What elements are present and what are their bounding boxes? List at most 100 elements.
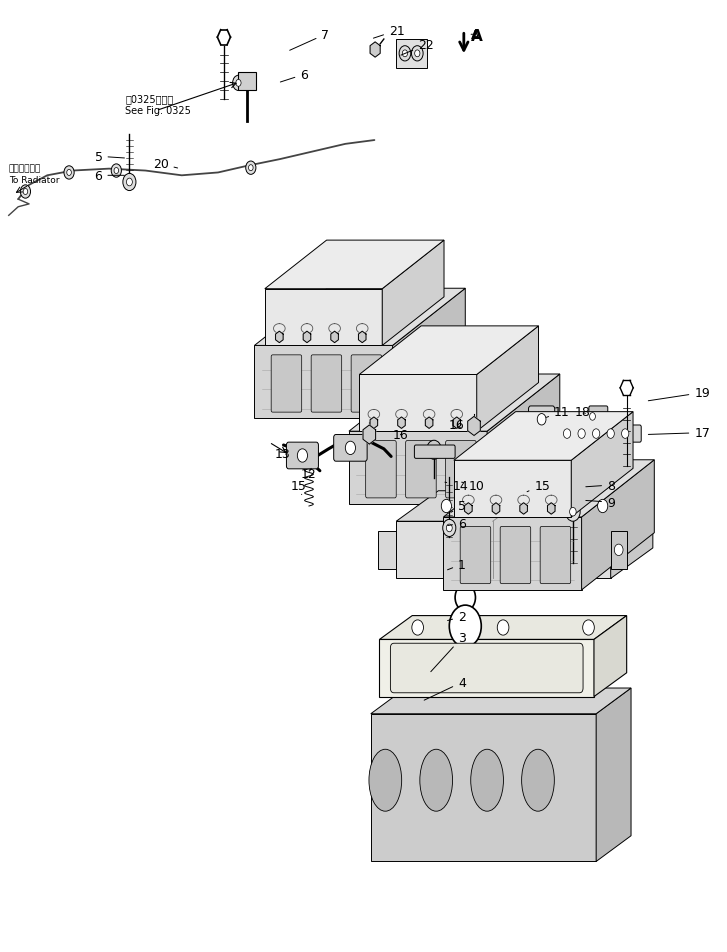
- Polygon shape: [453, 418, 460, 429]
- Circle shape: [449, 605, 481, 647]
- Circle shape: [614, 545, 623, 556]
- Text: 9: 9: [586, 496, 615, 509]
- Text: 17: 17: [648, 426, 710, 440]
- Text: 10: 10: [462, 479, 485, 492]
- Polygon shape: [465, 504, 472, 515]
- Text: A: A: [471, 29, 480, 42]
- Polygon shape: [265, 241, 444, 289]
- Text: 15: 15: [527, 479, 550, 492]
- FancyBboxPatch shape: [396, 40, 427, 69]
- Text: 5: 5: [95, 150, 124, 164]
- Circle shape: [411, 621, 423, 636]
- Ellipse shape: [471, 749, 503, 811]
- Polygon shape: [596, 688, 631, 862]
- Polygon shape: [363, 426, 376, 445]
- Polygon shape: [547, 504, 555, 515]
- Polygon shape: [582, 460, 654, 590]
- Circle shape: [622, 429, 629, 439]
- FancyBboxPatch shape: [406, 441, 436, 499]
- FancyBboxPatch shape: [311, 355, 342, 413]
- Polygon shape: [349, 431, 487, 505]
- Text: 7: 7: [289, 29, 329, 51]
- Polygon shape: [370, 418, 377, 429]
- Polygon shape: [611, 491, 653, 579]
- FancyBboxPatch shape: [446, 441, 476, 499]
- Circle shape: [123, 174, 136, 191]
- Polygon shape: [396, 491, 653, 522]
- Text: 6: 6: [448, 517, 466, 530]
- Circle shape: [578, 429, 585, 439]
- Text: 15: 15: [291, 479, 307, 495]
- Polygon shape: [443, 518, 582, 590]
- FancyBboxPatch shape: [414, 446, 455, 459]
- Circle shape: [402, 50, 408, 58]
- FancyBboxPatch shape: [366, 441, 396, 499]
- Text: 5: 5: [451, 500, 466, 513]
- FancyBboxPatch shape: [589, 407, 608, 427]
- Circle shape: [593, 429, 600, 439]
- Text: 3: 3: [431, 631, 466, 672]
- Text: 2: 2: [448, 610, 466, 624]
- Polygon shape: [379, 640, 594, 697]
- Circle shape: [509, 500, 519, 513]
- FancyBboxPatch shape: [553, 426, 641, 443]
- Circle shape: [399, 47, 411, 62]
- Polygon shape: [477, 327, 539, 431]
- Text: 13: 13: [275, 447, 291, 461]
- Polygon shape: [349, 374, 560, 431]
- Circle shape: [246, 162, 256, 175]
- Circle shape: [20, 186, 31, 199]
- FancyBboxPatch shape: [334, 435, 367, 462]
- Text: 4: 4: [424, 676, 466, 701]
- Polygon shape: [467, 417, 481, 436]
- Polygon shape: [396, 522, 611, 579]
- Text: 19: 19: [648, 387, 710, 402]
- Polygon shape: [379, 616, 627, 640]
- Circle shape: [126, 179, 132, 187]
- Polygon shape: [454, 412, 633, 461]
- FancyBboxPatch shape: [351, 355, 382, 413]
- Polygon shape: [378, 531, 396, 569]
- Text: 21: 21: [374, 25, 405, 39]
- Polygon shape: [443, 460, 654, 518]
- FancyBboxPatch shape: [271, 355, 302, 413]
- Polygon shape: [370, 43, 380, 58]
- Circle shape: [249, 166, 253, 171]
- Circle shape: [590, 413, 595, 421]
- Polygon shape: [359, 375, 477, 431]
- FancyBboxPatch shape: [238, 73, 256, 90]
- Polygon shape: [331, 332, 338, 344]
- Circle shape: [411, 47, 423, 62]
- Circle shape: [566, 503, 580, 522]
- Ellipse shape: [521, 749, 554, 811]
- Text: A: A: [471, 29, 483, 44]
- FancyBboxPatch shape: [390, 644, 583, 693]
- Text: 第0325図参照: 第0325図参照: [125, 94, 173, 104]
- Circle shape: [427, 441, 441, 460]
- Polygon shape: [371, 688, 631, 714]
- Text: 12: 12: [300, 467, 316, 481]
- Circle shape: [111, 165, 121, 178]
- Polygon shape: [393, 289, 465, 419]
- Ellipse shape: [419, 749, 452, 811]
- Text: 22: 22: [401, 39, 434, 56]
- Text: To Radiator: To Radiator: [9, 176, 59, 185]
- Polygon shape: [358, 332, 366, 344]
- Circle shape: [537, 414, 546, 426]
- Circle shape: [441, 500, 451, 513]
- Polygon shape: [276, 332, 283, 344]
- Circle shape: [607, 429, 614, 439]
- Circle shape: [67, 170, 71, 176]
- Polygon shape: [425, 418, 433, 429]
- Circle shape: [414, 50, 420, 58]
- Polygon shape: [398, 418, 405, 429]
- Circle shape: [64, 167, 74, 180]
- Polygon shape: [371, 714, 596, 862]
- FancyBboxPatch shape: [460, 526, 491, 584]
- Polygon shape: [454, 461, 571, 518]
- Text: 14: 14: [445, 479, 468, 492]
- Circle shape: [236, 80, 241, 88]
- Circle shape: [570, 508, 576, 516]
- Text: 16: 16: [449, 419, 465, 432]
- Polygon shape: [487, 374, 560, 505]
